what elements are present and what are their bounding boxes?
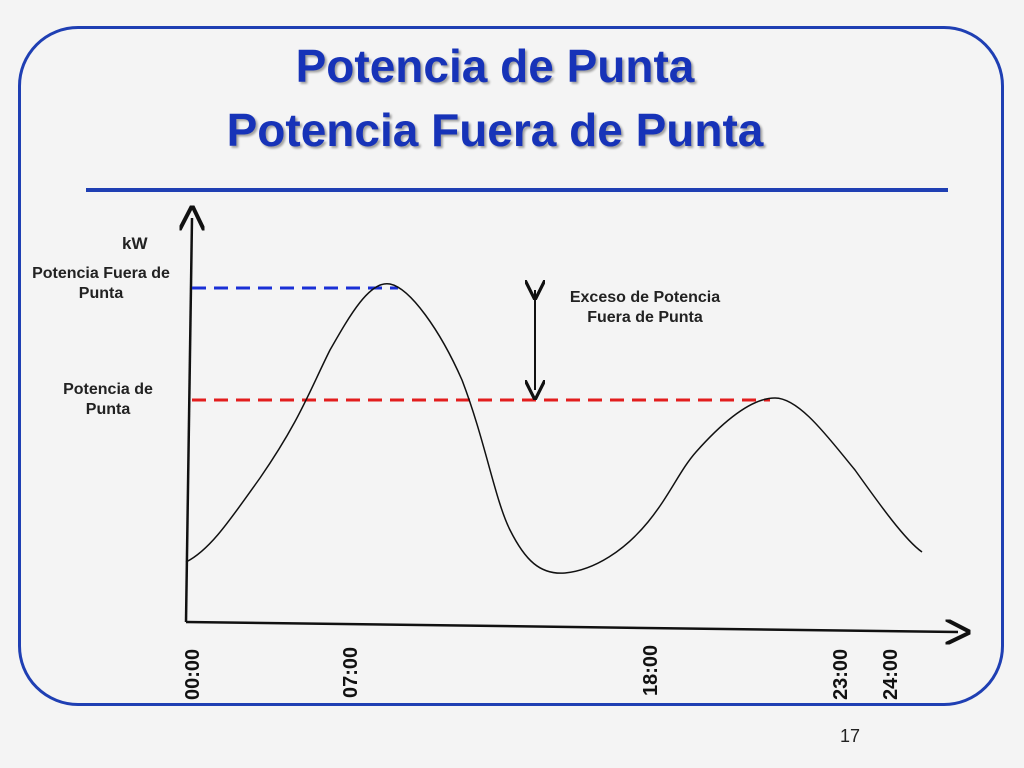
time-tick-0700: 07:00 bbox=[340, 646, 362, 698]
slide-title-line1: Potencia de Punta bbox=[295, 40, 695, 92]
x-axis bbox=[185, 622, 958, 632]
load-curve bbox=[185, 283, 923, 574]
slide-title-line2: Potencia Fuera de Punta bbox=[226, 104, 764, 156]
y-axis-label: kW bbox=[122, 234, 148, 253]
slide-frame bbox=[18, 26, 1004, 706]
excess-label: Exceso de Potencia Fuera de Punta bbox=[569, 289, 721, 326]
level-high-label: Potencia Fuera de Punta bbox=[32, 265, 170, 302]
page-number: 17 bbox=[840, 726, 861, 746]
y-axis bbox=[186, 218, 192, 623]
time-tick-1800: 18:00 bbox=[640, 644, 662, 696]
time-tick-0000: 00:00 bbox=[182, 648, 204, 700]
time-tick-2400: 24:00 bbox=[880, 648, 902, 700]
title-divider bbox=[86, 188, 948, 192]
time-tick-2300: 23:00 bbox=[830, 648, 852, 700]
level-low-label: Potencia de Punta bbox=[63, 381, 153, 418]
